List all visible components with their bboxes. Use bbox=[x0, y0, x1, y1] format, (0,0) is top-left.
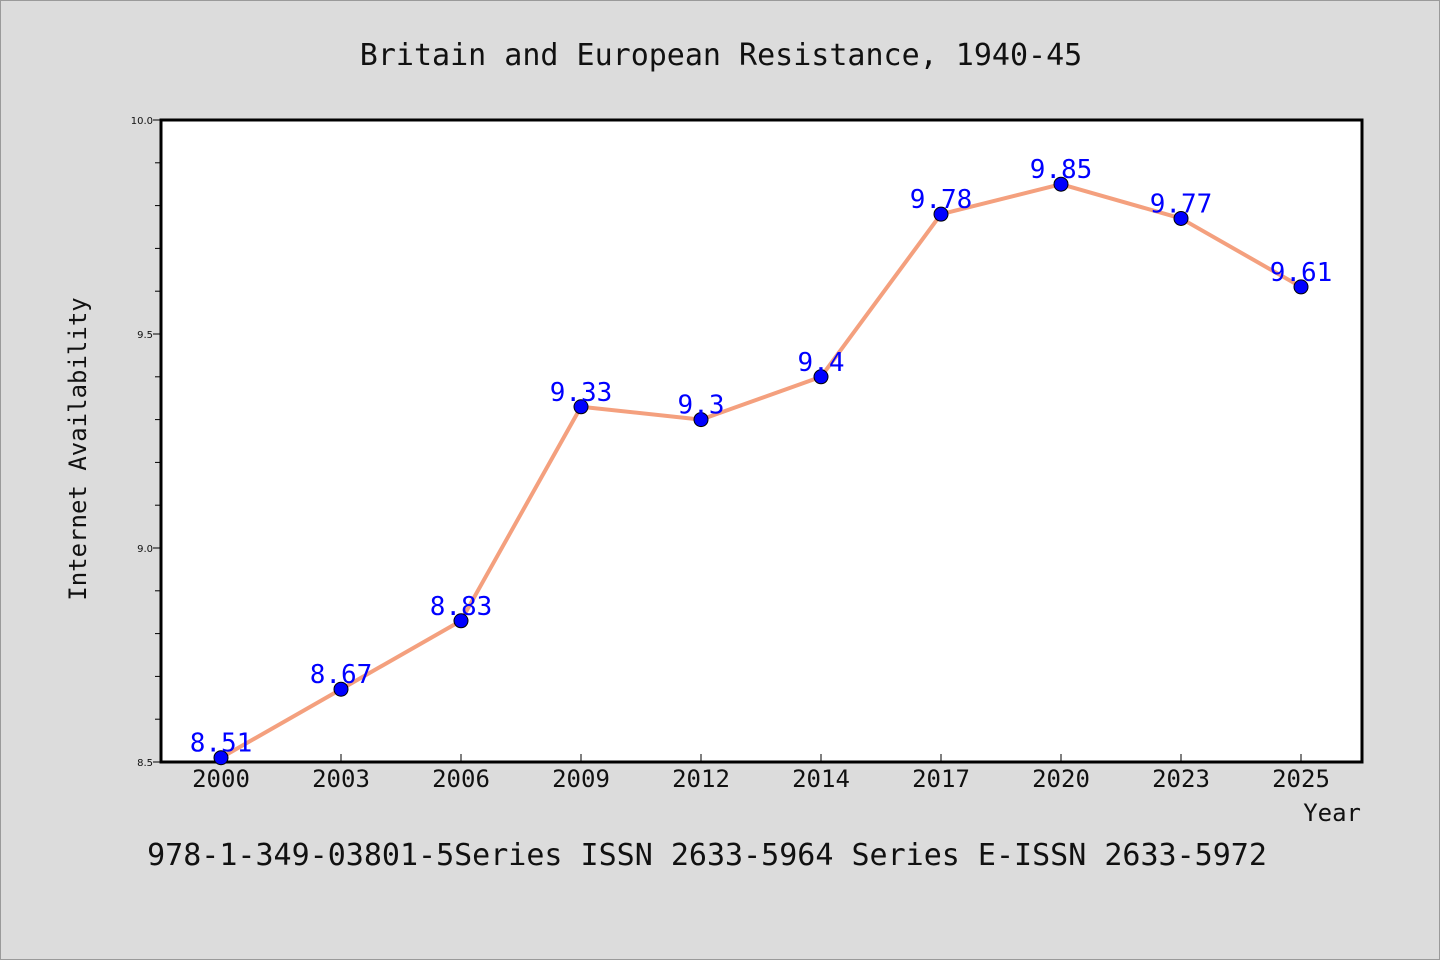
data-point bbox=[933, 206, 949, 222]
x-axis-label: Year bbox=[1303, 799, 1361, 827]
y-tick-label: 8.5 bbox=[137, 758, 153, 769]
x-tick-label: 2006 bbox=[432, 765, 490, 793]
x-tick-label: 2023 bbox=[1152, 765, 1210, 793]
data-labels-group: 8.51 8.67 8.83 9.33 9.3 9.4 9.78 9.85 9.77 9.61 bbox=[190, 155, 1333, 759]
data-label: 9.3 bbox=[678, 391, 725, 421]
x-axis: 2000 2003 2006 2009 2012 2014 2017 2020 2023 2025 bbox=[192, 754, 1330, 793]
x-tick-label: 2014 bbox=[792, 765, 850, 793]
y-axis-label: Internet Availability bbox=[64, 297, 92, 600]
data-label: 9.78 bbox=[910, 185, 973, 215]
y-axis: 8.5 9.0 9.5 10.0 bbox=[131, 116, 161, 769]
y-tick-label: 10.0 bbox=[131, 116, 153, 127]
data-point bbox=[1053, 176, 1069, 192]
y-tick-label: 9.5 bbox=[137, 330, 153, 341]
footer-isbn-text: 978-1-349-03801-5Series ISSN 2633-5964 S… bbox=[147, 838, 1267, 873]
data-label: 9.77 bbox=[1150, 189, 1213, 219]
data-label: 9.61 bbox=[1270, 258, 1333, 288]
series-line-group bbox=[219, 182, 1303, 760]
data-point bbox=[1173, 210, 1189, 226]
data-label: 8.67 bbox=[310, 660, 373, 690]
data-point bbox=[333, 681, 349, 697]
data-point bbox=[573, 399, 589, 415]
data-label: 9.4 bbox=[798, 348, 845, 378]
data-label: 9.33 bbox=[550, 378, 613, 408]
x-tick-label: 2020 bbox=[1032, 765, 1090, 793]
x-tick-label: 2000 bbox=[192, 765, 250, 793]
data-label: 9.85 bbox=[1030, 155, 1093, 185]
data-label: 8.83 bbox=[430, 592, 493, 622]
data-point bbox=[213, 750, 229, 766]
series-markers-group bbox=[213, 176, 1309, 766]
y-tick-label: 9.0 bbox=[137, 544, 153, 555]
chart-title: Britain and European Resistance, 1940-45 bbox=[360, 38, 1082, 73]
data-point bbox=[453, 613, 469, 629]
series-line bbox=[219, 182, 1303, 760]
x-tick-label: 2012 bbox=[672, 765, 730, 793]
data-point bbox=[693, 412, 709, 428]
data-point bbox=[1293, 279, 1309, 295]
x-tick-label: 2025 bbox=[1272, 765, 1330, 793]
x-tick-label: 2017 bbox=[912, 765, 970, 793]
x-tick-label: 2009 bbox=[552, 765, 610, 793]
data-label: 8.51 bbox=[190, 729, 253, 759]
x-tick-label: 2003 bbox=[312, 765, 370, 793]
plot-area bbox=[159, 118, 1364, 764]
data-point bbox=[813, 369, 829, 385]
